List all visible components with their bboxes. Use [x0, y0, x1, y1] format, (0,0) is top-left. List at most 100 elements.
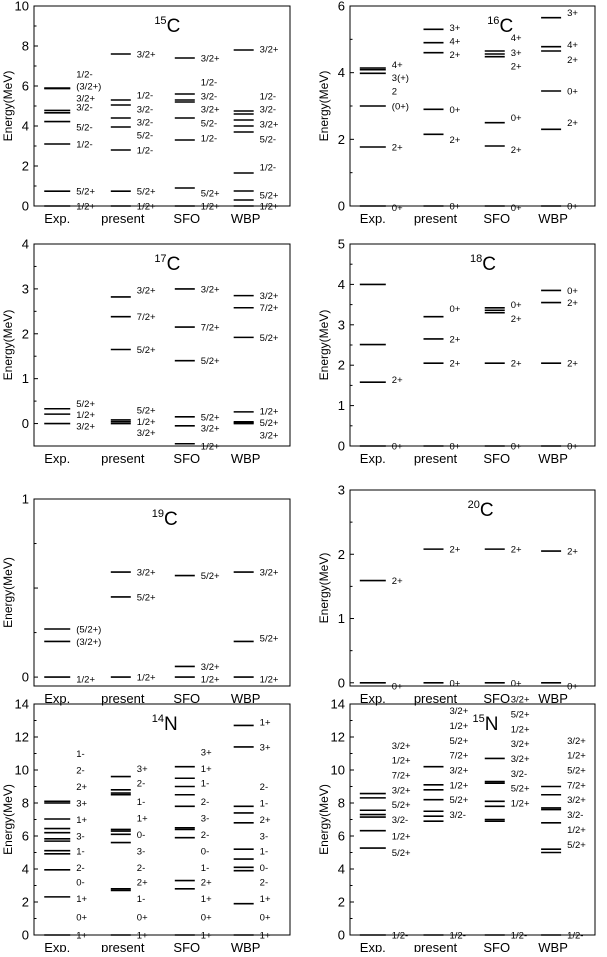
- spin-label: 3/2-: [260, 105, 276, 116]
- spin-label: 0+: [511, 203, 522, 214]
- spin-label: 3/2+: [76, 94, 95, 105]
- plot-frame: [349, 243, 596, 447]
- spin-label: 3/2-: [450, 810, 466, 821]
- spin-label: 1/2+: [76, 674, 95, 685]
- spin-label: 1/2+: [511, 799, 530, 810]
- spin-label: 1-: [260, 799, 268, 810]
- spin-label: 1/2+: [201, 442, 220, 453]
- spin-label: 5/2+: [260, 333, 279, 344]
- spin-label: 3/2+: [76, 421, 95, 432]
- spin-label: 3/2+: [201, 105, 220, 116]
- y-tick-label: 4: [22, 119, 29, 134]
- spin-label: 1+: [201, 931, 212, 942]
- spin-label: 3/2-: [511, 769, 527, 780]
- spin-label: 1/2+: [137, 673, 156, 684]
- spin-label: 2+: [450, 359, 461, 370]
- spin-label: 3/2+: [392, 785, 411, 796]
- spin-label: 0+: [450, 304, 461, 315]
- category-label-present: present: [414, 451, 458, 466]
- spin-label: 1+: [260, 718, 271, 729]
- y-tick-label: 6: [338, 0, 345, 14]
- spin-label: 3/2+: [137, 50, 156, 61]
- y-tick-label: 12: [15, 730, 29, 745]
- spin-label: 2-: [201, 830, 209, 841]
- spin-label: 2+: [511, 545, 522, 556]
- spin-label: 1/2-: [260, 163, 276, 174]
- spin-label: 1-: [201, 863, 209, 874]
- plot-frame: [349, 5, 596, 207]
- y-axis-label: Energy(MeV): [1, 784, 15, 855]
- y-tick-label: 0: [338, 199, 345, 214]
- spin-label: 4+: [567, 40, 578, 51]
- spin-label: 1/2+: [450, 780, 469, 791]
- spin-label: 1-: [260, 846, 268, 857]
- category-label-sfo: SFO: [173, 451, 200, 466]
- category-label-present: present: [414, 691, 458, 706]
- spin-label: 0+: [511, 678, 522, 689]
- spin-label: 1/2+: [201, 202, 220, 213]
- spin-label: 2+: [567, 55, 578, 66]
- category-label-present: present: [101, 691, 145, 706]
- category-label-present: present: [101, 451, 145, 466]
- category-label-exp: Exp.: [44, 451, 70, 466]
- spin-label: 1+: [76, 815, 87, 826]
- spin-label: 1+: [201, 894, 212, 905]
- plot-frame: [349, 489, 596, 687]
- spin-label: 1/2+: [76, 410, 95, 421]
- panel-19C: 0 1 Energy(MeV) 19C Exp. 1/2+ (3/2+)(5/2+) pres…: [1, 492, 291, 706]
- spin-label: 5/2+: [567, 766, 586, 777]
- category-label-present: present: [414, 940, 458, 952]
- spin-label: 5/2+: [76, 399, 95, 410]
- y-tick-label: 0: [338, 439, 345, 454]
- spin-label: 3/2+: [260, 120, 279, 131]
- spin-label: 0+: [567, 286, 578, 297]
- spin-label: 5/2+: [511, 709, 530, 720]
- spin-label: 0+: [450, 678, 461, 689]
- spin-label: 1/2-: [392, 931, 408, 942]
- spin-label: 0+: [450, 202, 461, 213]
- category-label-sfo: SFO: [483, 211, 510, 226]
- spin-label: 3/2+: [511, 739, 530, 750]
- spin-label: 1/2+: [201, 674, 220, 685]
- spin-label: 0-: [260, 863, 268, 874]
- y-tick-label: 6: [22, 79, 29, 94]
- category-label-wbp: WBP: [231, 940, 261, 952]
- spin-label: 3/2+: [567, 736, 586, 747]
- y-tick-label: 2: [22, 159, 29, 174]
- y-tick-label: 12: [331, 730, 345, 745]
- spin-label: 0+: [567, 682, 578, 693]
- spin-label: 1/2+: [392, 756, 411, 767]
- spin-label: 1/2-: [567, 931, 583, 942]
- spin-label: 5/2-: [260, 135, 276, 146]
- spin-label: 2+: [450, 545, 461, 556]
- spin-label: 1/2-: [137, 146, 153, 157]
- y-tick-label: 2: [338, 895, 345, 910]
- category-label-sfo: SFO: [483, 691, 510, 706]
- spin-label: 2+: [392, 576, 403, 587]
- y-tick-label: 14: [15, 697, 29, 712]
- spin-label: 3/2+: [392, 741, 411, 752]
- y-tick-label: 1: [338, 611, 345, 626]
- spin-label: 1+: [137, 813, 148, 824]
- spin-label: 2-: [260, 782, 268, 793]
- panel-14N: 0 2 4 6 8 10 12 14 Energy(MeV) 14N Exp. 1+ 0+ 1+ 0- 2- 1…: [1, 697, 291, 955]
- spin-label: 3/2-: [201, 92, 217, 103]
- plot-frame: [33, 243, 291, 447]
- spin-label: 1-: [201, 779, 209, 790]
- spin-label: 0+: [260, 912, 271, 923]
- spin-label: 0+: [76, 912, 87, 923]
- nucleus-title: 15C: [154, 15, 180, 37]
- nucleus-title: 16C: [487, 15, 513, 37]
- spin-label: 0+: [201, 912, 212, 923]
- y-axis-label: Energy(MeV): [317, 784, 331, 855]
- y-axis-label: Energy(MeV): [317, 310, 331, 381]
- y-tick-label: 10: [15, 0, 29, 14]
- spin-label: 2+: [511, 359, 522, 370]
- spin-label: 3/2-: [76, 103, 92, 114]
- spin-label: 5/2+: [137, 406, 156, 417]
- category-label-wbp: WBP: [231, 211, 261, 226]
- spin-label: (3/2+): [76, 637, 101, 648]
- spin-label: 1/2+: [567, 825, 586, 836]
- category-label-exp: Exp.: [360, 211, 386, 226]
- spin-label: 3/2+: [137, 428, 156, 439]
